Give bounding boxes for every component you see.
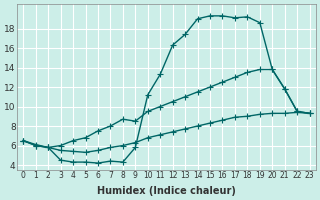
X-axis label: Humidex (Indice chaleur): Humidex (Indice chaleur): [97, 186, 236, 196]
